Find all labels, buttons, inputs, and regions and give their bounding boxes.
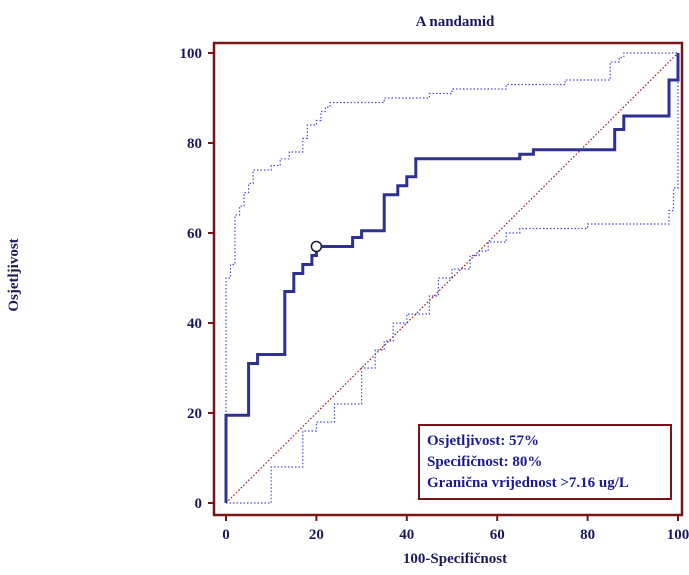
y-tick-label: 40 (187, 316, 202, 332)
x-tick-label: 40 (399, 527, 414, 543)
x-tick-label: 20 (309, 527, 324, 543)
chart-title: A nandamid (416, 14, 495, 30)
legend-line: Granična vrijednost >7.16 ug/L (427, 475, 629, 491)
cutoff-point-marker (310, 240, 323, 253)
x-axis-label: 100-Specifičnost (403, 551, 507, 567)
x-tick-label: 0 (222, 527, 230, 543)
legend-line: Osjetljivost: 57% (427, 433, 539, 449)
plot-frame (212, 41, 684, 517)
lower-confidence-bound (226, 53, 679, 504)
y-tick-label: 60 (187, 226, 202, 242)
y-tick-label: 80 (187, 136, 202, 152)
legend-box (418, 424, 672, 500)
upper-confidence-bound (225, 52, 678, 503)
roc-curve (224, 53, 680, 503)
x-tick-label: 100 (667, 527, 689, 543)
legend-line: Specifičnost: 80% (427, 454, 542, 470)
y-tick-label: 20 (187, 406, 202, 422)
reference-diagonal (225, 52, 679, 504)
y-tick-label: 0 (195, 496, 203, 512)
x-tick-label: 60 (490, 527, 505, 543)
y-tick-label: 100 (180, 46, 203, 62)
y-axis-label: Osjetljivost (6, 238, 22, 311)
x-tick-label: 80 (580, 527, 595, 543)
